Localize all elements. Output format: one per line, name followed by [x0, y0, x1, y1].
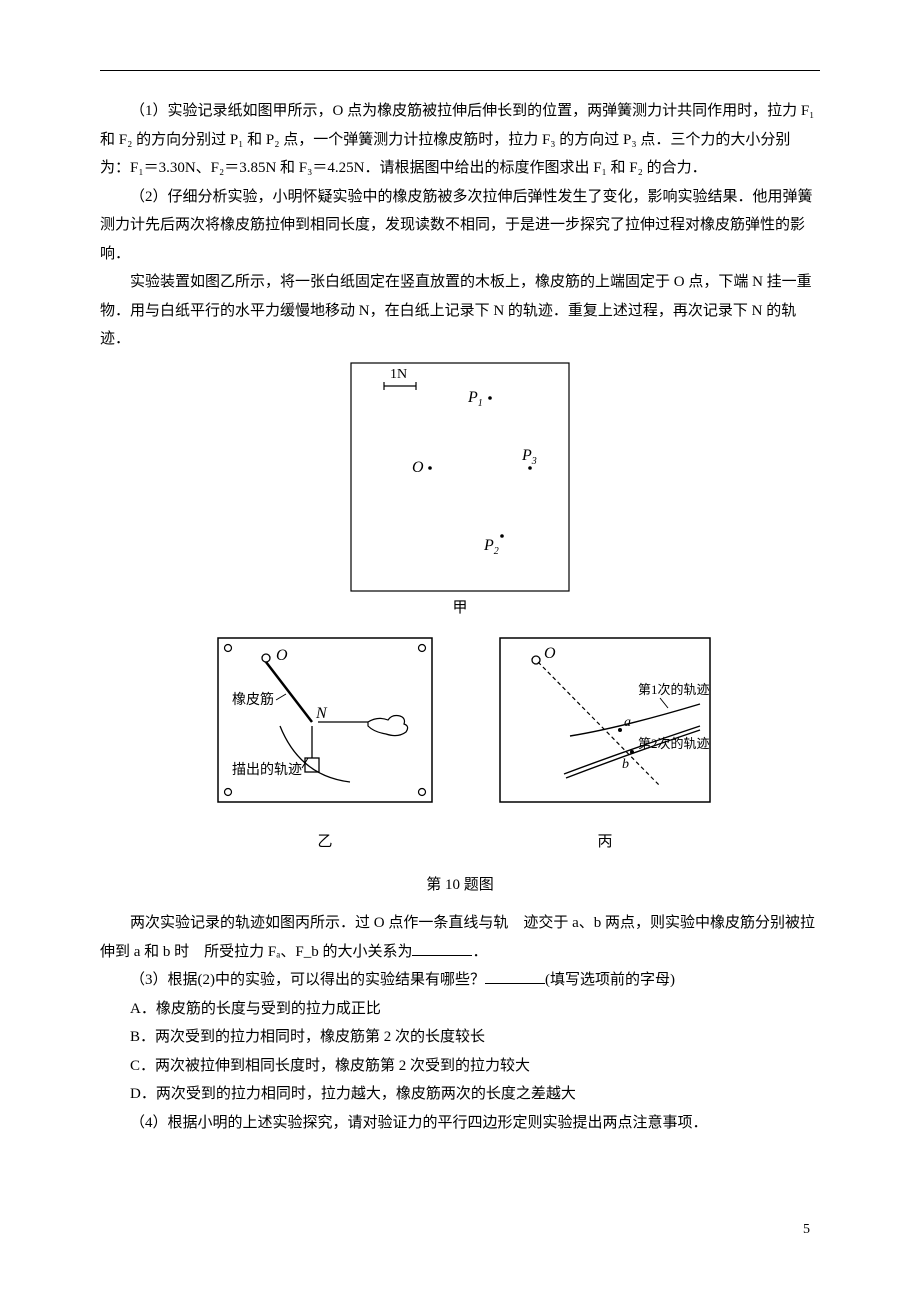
paragraph-1: （1）实验记录纸如图甲所示，O 点为橡皮筋被拉伸后伸长到的位置，两弹簧测力计共同… — [100, 97, 820, 183]
figure-bing-caption: 丙 — [597, 828, 612, 857]
yi-band-label: 橡皮筋 — [232, 691, 274, 708]
paragraph-2: （2）仔细分析实验，小明怀疑实验中的橡皮筋被多次拉伸后弹性发生了变化，影响实验结… — [100, 183, 820, 269]
figure-bing-col: O 第1次的轨迹 第2次的轨迹 a b 丙 — [490, 626, 720, 857]
paragraph-3: 实验装置如图乙所示，将一张白纸固定在竖直放置的木板上，橡皮筋的上端固定于 O 点… — [100, 268, 820, 354]
figure-row-yi-bing: O 橡皮筋 N 描出的轨迹 乙 — [100, 626, 820, 857]
figure-yi-caption: 乙 — [317, 828, 332, 857]
figure-row-caption: 第 10 题图 — [100, 871, 820, 900]
option-A: A．橡皮筋的长度与受到的拉力成正比 — [100, 995, 820, 1024]
label-P3: P — [521, 447, 532, 464]
option-B: B．两次受到的拉力相同时，橡皮筋第 2 次的长度较长 — [100, 1023, 820, 1052]
yi-label-N: N — [315, 705, 328, 722]
figure-jia: 1N O P1 P3 P2 — [350, 362, 570, 592]
yi-track-label: 描出的轨迹 — [232, 762, 302, 778]
bing-label-a: a — [624, 715, 631, 730]
svg-text:P1: P1 — [467, 389, 483, 409]
figure-jia-wrap: 1N O P1 P3 P2 甲 — [100, 362, 820, 623]
bing-label-O: O — [544, 645, 556, 662]
figure-yi: O 橡皮筋 N 描出的轨迹 — [200, 626, 450, 826]
bing-label-b: b — [622, 757, 629, 772]
blank-1 — [412, 940, 472, 956]
bing-curve2-label: 第2次的轨迹 — [638, 736, 710, 751]
bing-curve1-label: 第1次的轨迹 — [638, 682, 710, 697]
page-number: 5 — [100, 1217, 820, 1244]
figure-yi-col: O 橡皮筋 N 描出的轨迹 乙 — [200, 626, 450, 857]
page: （1）实验记录纸如图甲所示，O 点为橡皮筋被拉伸后伸长到的位置，两弹簧测力计共同… — [0, 0, 920, 1284]
label-P1: P — [467, 389, 478, 406]
scale-label: 1N — [390, 367, 407, 382]
paragraph-4: 两次实验记录的轨迹如图丙所示．过 O 点作一条直线与轨 迹交于 a、b 两点，则… — [100, 909, 820, 966]
label-O: O — [412, 459, 424, 476]
option-C: C．两次被拉伸到相同长度时，橡皮筋第 2 次受到的拉力较大 — [100, 1052, 820, 1081]
svg-text:P3: P3 — [521, 447, 537, 467]
svg-text:P2: P2 — [483, 537, 499, 557]
figure-bing: O 第1次的轨迹 第2次的轨迹 a b — [490, 626, 720, 826]
blank-2 — [485, 968, 545, 984]
label-P2: P — [483, 537, 494, 554]
yi-label-O: O — [276, 647, 288, 664]
top-rule — [100, 70, 820, 71]
option-D: D．两次受到的拉力相同时，拉力越大，橡皮筋两次的长度之差越大 — [100, 1080, 820, 1109]
paragraph-6: （4）根据小明的上述实验探究，请对验证力的平行四边形定则实验提出两点注意事项． — [100, 1109, 820, 1138]
figure-jia-caption: 甲 — [452, 594, 467, 623]
paragraph-5: （3）根据(2)中的实验，可以得出的实验结果有哪些？(填写选项前的字母) — [100, 966, 820, 995]
